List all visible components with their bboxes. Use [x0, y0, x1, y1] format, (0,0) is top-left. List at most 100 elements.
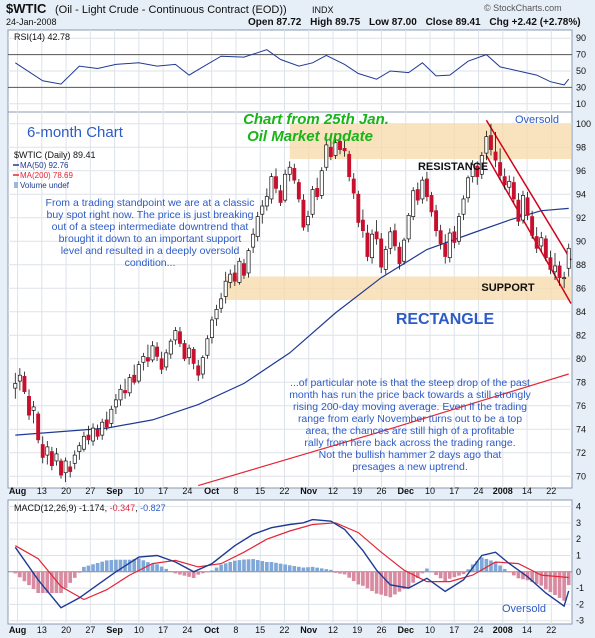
- candle-body: [539, 237, 544, 247]
- macd-histogram-bar: [251, 559, 255, 572]
- candle-body: [200, 357, 205, 375]
- macd-histogram-bar: [168, 571, 173, 572]
- candle-body: [210, 319, 214, 338]
- x-tick-label: 17: [449, 486, 459, 496]
- low-value: 87.00: [392, 17, 417, 28]
- macd-histogram-bar: [297, 566, 301, 572]
- macd-histogram-bar: [425, 568, 429, 572]
- candle-body: [104, 419, 109, 428]
- macd-histogram-bar: [54, 571, 59, 593]
- candle-body: [269, 176, 274, 200]
- macd-histogram-bar: [205, 571, 210, 573]
- x-tick-label: 12: [328, 625, 338, 635]
- candle-body: [283, 173, 288, 201]
- macd-histogram-bar: [278, 563, 283, 572]
- chg-value: +2.42 (+2.78%): [512, 17, 581, 28]
- macd-histogram-bar: [141, 560, 146, 572]
- chg-label: Chg: [489, 17, 508, 28]
- candle-body: [379, 238, 384, 268]
- x-tick-label: 17: [449, 625, 459, 635]
- candle-body: [228, 273, 233, 283]
- line-layer: [13, 49, 572, 609]
- macd-signal-line: [15, 522, 569, 601]
- x-tick-label: Sep: [106, 486, 123, 496]
- macd-histogram-bar: [219, 564, 223, 572]
- macd-histogram-bar: [132, 559, 137, 572]
- macd-histogram-bar: [370, 571, 374, 592]
- candle-body: [296, 182, 301, 200]
- price-tick-label: 98: [576, 142, 586, 152]
- macd-value: -1.174: [79, 503, 105, 513]
- six-month-label: 6-month Chart: [27, 124, 124, 141]
- price-tick-label: 94: [576, 189, 586, 199]
- comment-top-line: brought it down to an important support: [59, 233, 242, 245]
- macd-histogram-bar: [402, 571, 406, 589]
- x-tick-label: 10: [425, 625, 435, 635]
- comment-bottom-line: Not the bullish hammer 2 days ago that: [319, 449, 502, 461]
- candle-body: [342, 148, 347, 152]
- candle-body: [489, 135, 493, 150]
- x-tick-label: 24: [182, 486, 192, 496]
- comment-bottom-line: ...of particular note is that the steep …: [290, 377, 530, 389]
- candle-body: [45, 446, 50, 456]
- candle-body: [548, 257, 553, 270]
- rsi-tick-label: 10: [576, 99, 586, 109]
- candle-body: [557, 265, 562, 279]
- rsi-label: RSI(14): [14, 32, 45, 42]
- macd-histogram-bar: [127, 559, 132, 572]
- x-tick-label: Nov: [300, 486, 317, 496]
- x-tick-label: 27: [85, 625, 95, 635]
- macd-histogram-bar: [406, 571, 411, 588]
- macd-histogram-bar: [242, 559, 246, 572]
- x-tick-label: 19: [352, 625, 362, 635]
- macd-histogram-bar: [200, 571, 205, 574]
- candle-body: [13, 383, 18, 389]
- macd-histogram-bar: [557, 571, 562, 598]
- candle-body: [223, 280, 228, 297]
- macd-tick-label: 4: [576, 502, 581, 512]
- macd-histogram-bar: [50, 571, 54, 593]
- comment-top-line: out of a steep intermediate downtrend th…: [52, 221, 249, 233]
- comment-top-line: buy spot right now. The price is just br…: [46, 209, 253, 221]
- macd-oversold-label: Oversold: [502, 603, 546, 615]
- candle-body: [260, 205, 265, 215]
- macd-histogram-bar: [82, 566, 86, 572]
- candle-body: [237, 260, 242, 283]
- legend-ma50: MA(50) 92.76: [20, 161, 69, 170]
- candle-body: [68, 466, 73, 472]
- comment-top: From a trading standpoint we are at a cl…: [46, 197, 255, 269]
- candle-body: [525, 197, 530, 216]
- macd-histogram-bar: [100, 561, 105, 572]
- candle-body: [187, 347, 192, 358]
- x-tick-label: 14: [522, 486, 532, 496]
- x-tick-label: 10: [134, 625, 144, 635]
- macd-histogram-bar: [484, 558, 489, 572]
- macd-histogram-bar: [91, 564, 95, 572]
- rsi-tick-label: 70: [576, 50, 586, 60]
- rsi-tick-label: 50: [576, 66, 586, 76]
- candle-body: [59, 460, 63, 476]
- macd-tick-label: 2: [576, 534, 581, 544]
- macd-histogram-bar: [159, 566, 164, 572]
- macd-histogram-bar: [136, 558, 141, 572]
- candle-body: [566, 247, 571, 269]
- macd-histogram-bar: [553, 571, 557, 596]
- macd-line: [14, 518, 570, 609]
- candle-body: [388, 231, 393, 249]
- candle-body: [397, 246, 402, 264]
- low-label: Low: [369, 17, 389, 28]
- macd-histogram-bar: [246, 559, 251, 572]
- macd-histogram-bar: [214, 567, 219, 572]
- candle-body: [452, 231, 457, 243]
- rectangle-label: RECTANGLE: [396, 311, 495, 328]
- candle-body: [27, 396, 31, 416]
- macd-label: MACD(12,26,9): [14, 503, 77, 513]
- candle-body: [383, 249, 388, 270]
- macd-histogram-bar: [342, 571, 347, 575]
- macd-histogram-bar: [393, 571, 397, 595]
- legend-volume-swatch: [14, 182, 18, 188]
- macd-histogram-bar: [95, 562, 100, 572]
- rsi-value: 42.78: [48, 32, 71, 42]
- macd-histogram-bar: [178, 571, 182, 575]
- price-tick-label: 72: [576, 448, 586, 458]
